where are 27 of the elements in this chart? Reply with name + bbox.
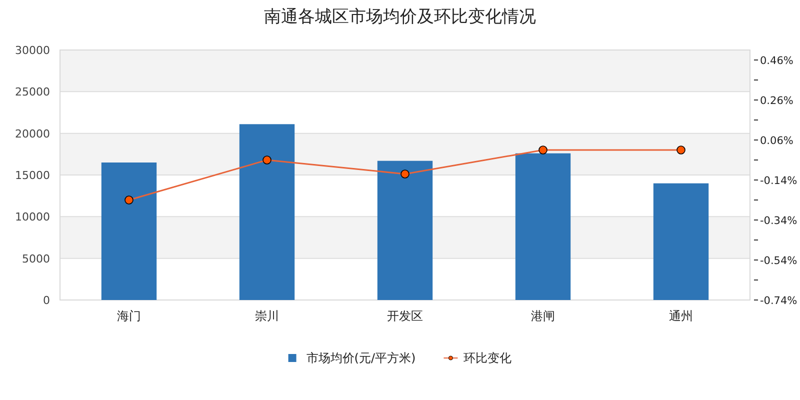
legend-label: 市场均价(元/平方米) <box>306 351 416 365</box>
x-tick-label: 通州 <box>669 309 693 323</box>
chart-title: 南通各城区市场均价及环比变化情况 <box>264 7 536 27</box>
bar <box>101 162 157 300</box>
bar <box>653 183 709 300</box>
y2-tick-label: 0.26% <box>760 95 794 107</box>
x-tick-label: 海门 <box>117 309 141 323</box>
y2-tick-label: -0.54% <box>760 255 798 267</box>
bar <box>377 160 433 300</box>
x-tick-label: 崇川 <box>255 309 279 323</box>
bar <box>515 153 571 300</box>
y2-tick-label: -0.34% <box>760 215 798 227</box>
y-tick-label: 5000 <box>22 252 50 266</box>
y2-tick-label: -0.14% <box>760 175 798 187</box>
y-tick-label: 10000 <box>15 210 50 224</box>
y-tick-label: 0 <box>43 294 50 307</box>
x-tick-label: 港闸 <box>531 309 555 323</box>
y2-tick-label: 0.46% <box>760 55 794 67</box>
x-tick-label: 开发区 <box>387 309 423 323</box>
y-tick-label: 25000 <box>15 86 50 99</box>
y-tick-label: 30000 <box>15 44 50 57</box>
y-tick-label: 20000 <box>15 127 50 140</box>
bar <box>239 124 295 300</box>
y2-tick-label: -0.74% <box>760 295 798 307</box>
y-tick-label: 15000 <box>15 169 50 182</box>
y2-tick-label: 0.06% <box>760 135 794 147</box>
legend-label: 环比变化 <box>464 351 512 365</box>
